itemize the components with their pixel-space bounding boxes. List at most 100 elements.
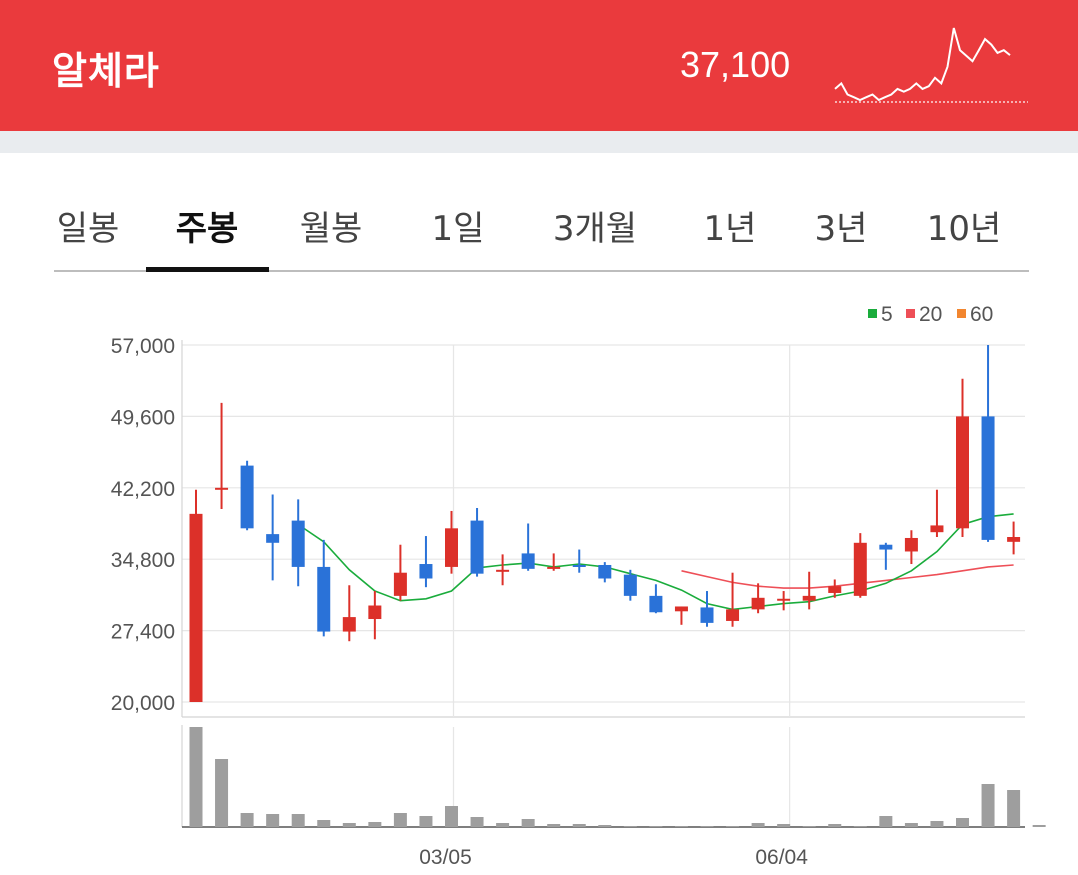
- candle-body: [777, 598, 791, 601]
- volume-bar: [368, 822, 382, 827]
- stock-name: 알체라: [52, 49, 160, 93]
- candle: [649, 584, 663, 614]
- candle: [700, 591, 714, 627]
- volume-bar: [317, 820, 331, 827]
- candle: [445, 510, 458, 574]
- candle: [393, 544, 407, 601]
- candle: [189, 489, 203, 702]
- candle-body: [751, 597, 765, 610]
- price-sparkline: [834, 27, 1028, 103]
- volume-bar: [853, 826, 867, 827]
- legend-swatch: [906, 309, 915, 318]
- candle-body: [445, 528, 458, 567]
- candle-body: [726, 609, 740, 621]
- candle-body: [368, 605, 382, 620]
- candle: [853, 533, 867, 598]
- y-tick-label: 20,000: [111, 692, 175, 715]
- candle: [828, 579, 842, 598]
- candle-body: [470, 520, 484, 574]
- candle: [572, 549, 586, 573]
- volume-bar: [521, 819, 535, 827]
- candle: [342, 585, 356, 642]
- volume-bar: [470, 817, 484, 827]
- y-tick-label: 57,000: [111, 335, 175, 358]
- candle-body: [496, 569, 510, 572]
- tab-3[interactable]: 1일: [431, 209, 485, 249]
- candle-body: [674, 606, 688, 612]
- x-tick-label: 03/05: [419, 846, 472, 869]
- candle: [240, 460, 254, 531]
- tab-2[interactable]: 월봉: [299, 209, 363, 249]
- period-tabs: 일봉 주봉 월봉 1일 3개월 1년 3년 10년: [54, 190, 1029, 272]
- header-divider: [0, 131, 1078, 153]
- volume-bar: [445, 806, 458, 827]
- volume-bar: [189, 727, 203, 827]
- candle-body: [802, 595, 816, 601]
- y-tick-label: 34,800: [111, 549, 175, 572]
- candle-body: [342, 617, 356, 632]
- candle-body: [828, 586, 842, 593]
- volume-bar: [547, 824, 561, 827]
- volume-bar: [496, 823, 510, 827]
- sparkline-line: [834, 27, 1011, 102]
- volume-bar: [981, 784, 995, 827]
- tab-6[interactable]: 3년: [814, 209, 868, 249]
- candle: [317, 539, 331, 637]
- candle: [956, 378, 969, 538]
- volume-bar: [240, 813, 254, 827]
- legend-label: 60: [970, 303, 993, 326]
- candle-body: [291, 520, 305, 567]
- candle-body: [266, 534, 280, 543]
- volume-bar: [649, 826, 663, 827]
- candle-body: [240, 465, 254, 529]
- candle: [930, 489, 944, 538]
- candle: [291, 499, 305, 587]
- candle: [904, 530, 918, 565]
- volume-bar: [802, 826, 816, 827]
- candle: [674, 606, 688, 625]
- candle-body: [215, 487, 229, 490]
- y-tick-label: 42,200: [111, 478, 175, 501]
- candle-body: [853, 542, 867, 596]
- volume-bar: [291, 814, 305, 827]
- candle: [598, 562, 612, 583]
- candlestick-chart: 5 20 60 57,000 49,600 42,200 34,800 27,400 20,00…: [111, 303, 1046, 869]
- candle-body: [879, 544, 893, 550]
- candle: [266, 494, 280, 581]
- candle-body: [981, 416, 995, 540]
- legend-label: 20: [919, 303, 942, 326]
- tab-4[interactable]: 3개월: [552, 209, 638, 249]
- legend-item-60: 60: [957, 303, 993, 326]
- candle-body: [930, 525, 944, 533]
- candle-body: [623, 574, 637, 596]
- candle: [623, 569, 637, 601]
- candle: [802, 571, 816, 610]
- volume-bar: [956, 818, 969, 827]
- candle-body: [419, 564, 433, 579]
- legend-item-20: 20: [906, 303, 942, 326]
- legend-swatch: [868, 309, 877, 318]
- tab-5[interactable]: 1년: [703, 209, 757, 249]
- tab-1[interactable]: 주봉: [145, 190, 269, 272]
- candle: [726, 572, 740, 627]
- candle: [368, 591, 382, 640]
- candle-body: [649, 595, 663, 613]
- ma20-line: [681, 564, 1014, 589]
- candle: [879, 542, 893, 570]
- stock-price: 37,100: [680, 44, 791, 85]
- x-tick-label: 06/04: [755, 846, 808, 869]
- candle-body: [700, 607, 714, 623]
- volume-bar: [726, 826, 740, 827]
- candle: [547, 553, 561, 571]
- y-tick-label: 49,600: [111, 406, 175, 429]
- volume-bar: [904, 823, 918, 827]
- candle-body: [956, 416, 969, 529]
- candle: [751, 583, 765, 614]
- candle-body: [521, 553, 535, 569]
- candle: [521, 523, 535, 571]
- tab-0[interactable]: 일봉: [56, 209, 120, 249]
- tab-7[interactable]: 10년: [926, 209, 1002, 249]
- volume-bar: [1032, 825, 1046, 827]
- candle: [981, 345, 995, 542]
- candle: [496, 554, 510, 586]
